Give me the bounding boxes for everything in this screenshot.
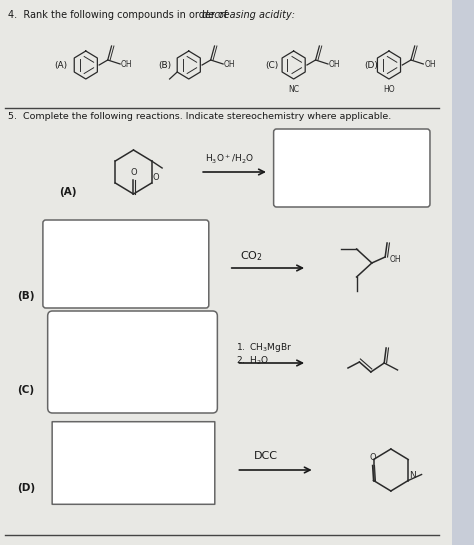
Text: NC: NC (288, 85, 299, 94)
Text: (C): (C) (17, 385, 34, 395)
Text: O: O (130, 168, 137, 177)
Text: (D): (D) (17, 483, 35, 493)
FancyBboxPatch shape (48, 311, 218, 413)
FancyBboxPatch shape (43, 220, 209, 308)
Text: OH: OH (329, 59, 340, 69)
Text: OH: OH (121, 59, 133, 69)
Text: N: N (409, 470, 416, 480)
Text: $\mathregular{H_3O^+/H_2O}$: $\mathregular{H_3O^+/H_2O}$ (205, 152, 254, 166)
Text: DCC: DCC (254, 451, 278, 461)
FancyBboxPatch shape (273, 129, 430, 207)
Text: OH: OH (390, 255, 401, 263)
Text: (C): (C) (265, 60, 278, 70)
Text: O: O (153, 173, 159, 182)
Text: $\mathregular{2.\ H_2O}$: $\mathregular{2.\ H_2O}$ (237, 354, 269, 366)
FancyBboxPatch shape (52, 422, 215, 504)
Text: (A): (A) (59, 187, 77, 197)
Text: (B): (B) (158, 60, 172, 70)
Text: $\mathregular{CO_2}$: $\mathregular{CO_2}$ (240, 249, 263, 263)
Text: OH: OH (424, 59, 436, 69)
Text: HO: HO (383, 85, 395, 94)
Text: OH: OH (224, 59, 236, 69)
Text: (A): (A) (55, 60, 67, 70)
Text: decreasing acidity:: decreasing acidity: (202, 10, 295, 20)
Text: O: O (369, 452, 376, 462)
Text: (D): (D) (364, 60, 378, 70)
Text: 5.  Complete the following reactions. Indicate stereochemistry where applicable.: 5. Complete the following reactions. Ind… (8, 112, 391, 121)
Text: 4.  Rank the following compounds in order of: 4. Rank the following compounds in order… (8, 10, 230, 20)
Text: (B): (B) (17, 291, 35, 301)
Text: $\mathregular{1.\ CH_3MgBr}$: $\mathregular{1.\ CH_3MgBr}$ (237, 341, 292, 354)
